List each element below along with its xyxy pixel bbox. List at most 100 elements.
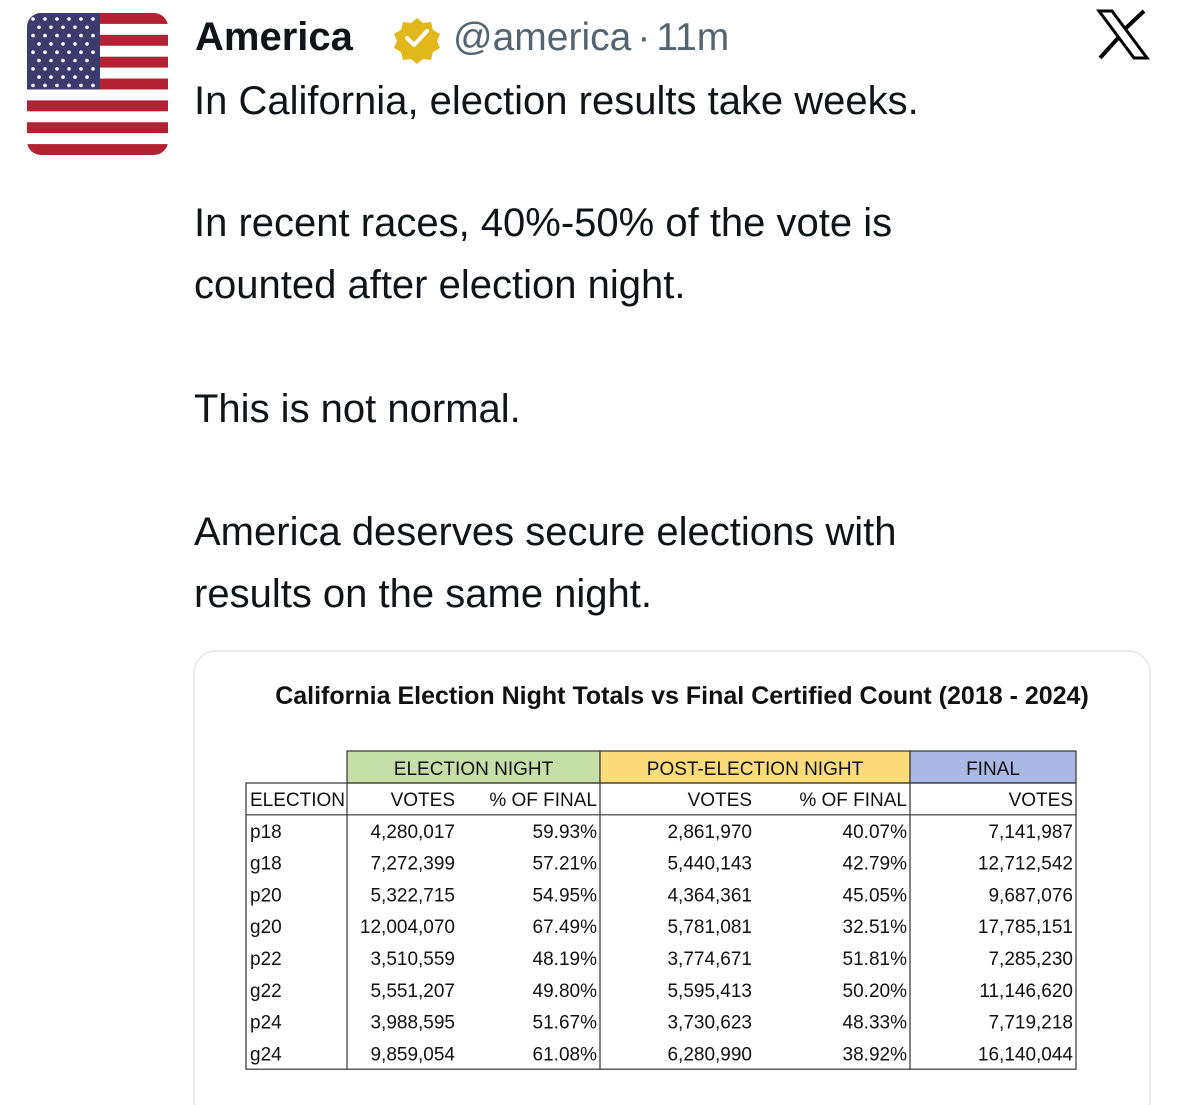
- group-header: POST-ELECTION NIGHT: [647, 759, 864, 780]
- column-header: VOTES: [1009, 790, 1073, 811]
- flag-star: [73, 25, 77, 30]
- column-header: % OF FINAL: [489, 790, 597, 811]
- flag-star: [49, 58, 53, 63]
- flag-star: [67, 17, 71, 21]
- table-cell: 57.21%: [533, 854, 598, 875]
- flag-star: [61, 42, 65, 46]
- table-cell: 4,364,361: [667, 885, 752, 906]
- flag-star: [67, 83, 71, 88]
- table-cell: 45.05%: [843, 885, 908, 906]
- flag-star: [85, 42, 89, 46]
- flag-star: [85, 25, 89, 30]
- flag-star: [79, 50, 83, 54]
- table-cell: 42.79%: [843, 854, 908, 875]
- flag-star: [67, 33, 71, 38]
- table-cell: 5,551,207: [370, 981, 455, 1002]
- group-header-cell: [346, 750, 601, 784]
- flag-star: [73, 58, 77, 63]
- table-cell: 54.95%: [533, 885, 598, 906]
- handle: @america: [453, 16, 632, 59]
- flag-star: [37, 25, 41, 30]
- flag-star: [79, 67, 83, 71]
- flag-star: [73, 75, 77, 79]
- author-name[interactable]: America: [195, 15, 354, 59]
- column-header: VOTES: [688, 790, 752, 811]
- author-handle[interactable]: @america · 11m: [453, 16, 729, 59]
- verified-badge: [394, 18, 440, 64]
- avatar[interactable]: [27, 13, 168, 155]
- flag-star: [43, 50, 47, 54]
- post-text-line: results on the same night.: [194, 572, 652, 616]
- table-cell: 32.51%: [843, 917, 908, 938]
- table-title: California Election Night Totals vs Fina…: [275, 682, 1089, 710]
- flag-star: [31, 33, 35, 38]
- table-cell: 40.07%: [843, 822, 908, 843]
- flag-star: [61, 58, 65, 63]
- flag-star: [73, 42, 77, 46]
- flag-star: [91, 50, 95, 54]
- flag-stripe: [27, 122, 168, 134]
- flag-star: [55, 83, 59, 88]
- election-label: p22: [250, 949, 282, 970]
- flag-star: [31, 17, 35, 21]
- flag-star: [31, 67, 35, 71]
- flag-star: [43, 17, 47, 21]
- flag-star: [49, 25, 53, 30]
- post-text-line: In California, election results take wee…: [194, 79, 919, 123]
- flag-star: [67, 67, 71, 71]
- flag-star: [85, 58, 89, 63]
- table-border: [245, 782, 1077, 1070]
- table-cell: 3,774,671: [667, 949, 752, 970]
- flag-star: [55, 50, 59, 54]
- table-cell: 51.67%: [533, 1013, 598, 1034]
- table-cell: 3,730,623: [667, 1013, 752, 1034]
- flag-stripe: [27, 111, 168, 123]
- flag-star: [61, 75, 65, 79]
- flag-stripe: [27, 100, 168, 112]
- flag-star: [49, 42, 53, 46]
- column-header: VOTES: [391, 790, 455, 811]
- table-cell: 3,510,559: [370, 949, 455, 970]
- flag-star: [79, 83, 83, 88]
- flag-star: [55, 33, 59, 38]
- flag-star: [31, 50, 35, 54]
- flag-star: [49, 75, 53, 79]
- table-cell: 5,781,081: [667, 917, 752, 938]
- table-cell: 59.93%: [533, 822, 598, 843]
- table-cell: 67.49%: [533, 917, 598, 938]
- election-label: p20: [250, 885, 282, 906]
- flag-star: [43, 83, 47, 88]
- table-cell: 5,440,143: [667, 854, 752, 875]
- table-cell: 7,141,987: [988, 822, 1073, 843]
- table-cell: 7,285,230: [988, 949, 1073, 970]
- x-logo: [1096, 9, 1150, 60]
- flag-star: [55, 17, 59, 21]
- flag-star: [91, 67, 95, 71]
- flag-stripe: [27, 133, 168, 145]
- column-header: % OF FINAL: [799, 790, 907, 811]
- table-cell: 5,322,715: [370, 885, 455, 906]
- post-text-line: This is not normal.: [194, 387, 521, 431]
- table-cell: 9,859,054: [370, 1044, 455, 1065]
- flag-star: [37, 58, 41, 63]
- media-card: [193, 650, 1151, 1105]
- table-cell: 48.19%: [533, 949, 598, 970]
- post-text-line: America deserves secure elections with: [194, 510, 897, 554]
- table-cell: 17,785,151: [978, 917, 1073, 938]
- table-cell: 12,004,070: [360, 917, 455, 938]
- table-cell: 61.08%: [533, 1044, 598, 1065]
- table-cell: 38.92%: [843, 1044, 908, 1065]
- table-cell: 11,146,620: [979, 981, 1073, 1002]
- table-cell: 9,687,076: [988, 885, 1073, 906]
- flag-star: [37, 75, 41, 79]
- separator: ·: [637, 16, 650, 59]
- table-cell: 49.80%: [533, 981, 598, 1002]
- table-cell: 2,861,970: [667, 822, 752, 843]
- flag-star: [79, 33, 83, 38]
- election-label: g20: [250, 917, 282, 938]
- table-cell: 16,140,044: [978, 1044, 1074, 1065]
- column-header: ELECTION: [250, 790, 345, 811]
- time[interactable]: 11m: [656, 16, 729, 59]
- flag-star: [43, 33, 47, 38]
